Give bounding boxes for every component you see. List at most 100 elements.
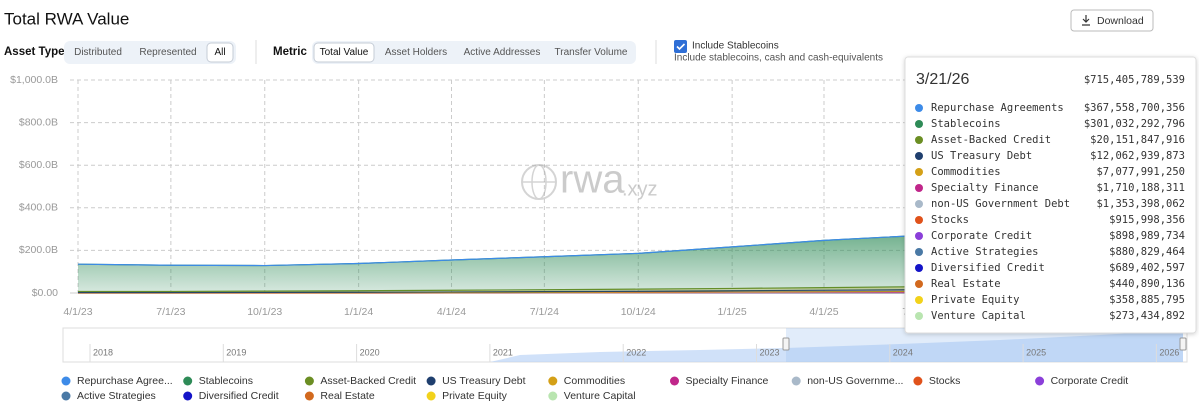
download-button[interactable] [1070, 9, 1154, 32]
tooltip-name: Stablecoins [931, 118, 1001, 130]
legend-swatch[interactable] [304, 391, 314, 401]
legend-swatch[interactable] [548, 376, 558, 386]
tooltip-value: $1,353,398,062 [1096, 198, 1185, 210]
legend-label[interactable]: Venture Capital [564, 390, 636, 402]
tooltip-swatch [915, 136, 923, 144]
legend-swatch[interactable] [791, 376, 801, 386]
tab[interactable]: Active Addresses [464, 47, 541, 58]
legend-label[interactable]: Asset-Backed Credit [320, 375, 416, 387]
legend-swatch[interactable] [913, 376, 923, 386]
legend-label[interactable]: Active Strategies [77, 390, 156, 402]
page-title: Total RWA Value [4, 9, 129, 28]
tooltip: 3/21/26 $715,405,789,539 Repurchase Agre… [904, 56, 1197, 334]
x-tick-label: 10/1/24 [621, 306, 656, 318]
x-tick-label: 1/1/25 [718, 306, 747, 318]
tooltip-value: $915,998,356 [1109, 214, 1185, 226]
legend-label[interactable]: Stocks [929, 375, 961, 387]
tooltip-box [904, 56, 1197, 334]
tooltip-value: $301,032,292,796 [1084, 118, 1185, 130]
tab[interactable]: Total Value [320, 47, 369, 58]
x-tick-label: 4/1/24 [437, 306, 466, 318]
tooltip-value: $20,151,847,916 [1090, 134, 1185, 146]
legend-swatch[interactable] [183, 376, 193, 386]
navigator-handle[interactable] [782, 337, 790, 351]
legend-swatch[interactable] [670, 376, 679, 386]
legend-swatch[interactable] [426, 391, 436, 401]
tooltip-name: Diversified Credit [931, 262, 1045, 274]
navigator-year: 2018 [93, 347, 113, 357]
x-tick-label: 7/1/23 [156, 306, 185, 318]
stablecoins-description: Include stablecoins, cash and cash-equiv… [674, 53, 883, 64]
navigator-selection[interactable] [786, 328, 1183, 362]
legend-label[interactable]: Commodities [564, 375, 625, 387]
tooltip-swatch [915, 280, 923, 288]
navigator-handle[interactable] [1179, 337, 1187, 351]
stablecoins-checkbox[interactable] [674, 40, 687, 53]
metric-tabs [312, 41, 636, 64]
tab-selected[interactable] [206, 42, 234, 63]
tooltip-swatch [915, 120, 923, 128]
watermark: rwa .xyz [521, 158, 658, 202]
tab[interactable]: Transfer Volume [555, 47, 628, 58]
tab[interactable]: Represented [139, 47, 196, 58]
navigator-area [490, 330, 1183, 362]
legend-label[interactable]: Private Equity [442, 390, 508, 402]
legend-label[interactable]: Repurchase Agree... [77, 375, 173, 387]
navigator-year: 2021 [493, 347, 513, 357]
metric-label: Metric [273, 46, 307, 58]
tab[interactable]: All [214, 47, 225, 58]
legend-label[interactable]: non-US Governme... [807, 375, 903, 387]
legend-label[interactable]: Real Estate [320, 390, 374, 402]
y-tick-label: $400.0B [19, 202, 58, 214]
legend-label[interactable]: Corporate Credit [1051, 375, 1129, 387]
legend-swatch[interactable] [426, 376, 436, 386]
tooltip-swatch [915, 296, 923, 304]
asset-type-label: Asset Type [4, 46, 65, 58]
x-tick-label: 10/1/23 [247, 306, 282, 318]
tab-selected[interactable] [313, 42, 375, 63]
x-tick-label: 7/1/24 [530, 306, 559, 318]
navigator-year: 2019 [226, 347, 246, 357]
legend-swatch[interactable] [304, 376, 314, 386]
tooltip-swatch [915, 264, 923, 272]
tooltip-name: Repurchase Agreements [931, 102, 1064, 114]
legend-swatch[interactable] [61, 376, 71, 386]
legend-label[interactable]: US Treasury Debt [442, 375, 526, 387]
y-tick-label: $800.0B [19, 116, 58, 128]
download-icon [1082, 15, 1090, 26]
legend-swatch[interactable] [61, 391, 71, 401]
stablecoins-label[interactable]: Include Stablecoins [692, 41, 779, 52]
x-tick-label: 4/1/23 [63, 306, 92, 318]
tab[interactable]: Asset Holders [385, 47, 447, 58]
checkmark [676, 43, 686, 51]
tooltip-swatch [915, 232, 923, 240]
navigator-year: 2025 [1026, 347, 1046, 357]
tooltip-value: $1,710,188,311 [1096, 182, 1185, 194]
tooltip-name: Private Equity [931, 294, 1020, 306]
tooltip-value: $273,434,892 [1109, 310, 1185, 322]
navigator: 2018 2019 2020 2021 2022 2023 2024 2025 2026 [62, 327, 1188, 363]
legend-label[interactable]: Specialty Finance [686, 375, 769, 387]
tooltip-name: Corporate Credit [931, 230, 1032, 242]
legend-label[interactable]: Stablecoins [199, 375, 253, 387]
download-label[interactable]: Download [1097, 15, 1144, 27]
tooltip-name: Venture Capital [931, 310, 1026, 322]
tooltip-value: $367,558,700,356 [1084, 102, 1185, 114]
watermark-suffix: .xyz [622, 178, 658, 200]
legend-swatch[interactable] [183, 391, 193, 401]
navigator-year: 2022 [626, 347, 646, 357]
x-tick-label: 4/1/25 [809, 306, 838, 318]
tooltip-name: Asset-Backed Credit [931, 134, 1051, 146]
tooltip-name: Stocks [931, 214, 969, 226]
tooltip-swatch [915, 312, 923, 320]
tooltip-value: $7,077,991,250 [1096, 166, 1185, 178]
tooltip-name: US Treasury Debt [931, 150, 1032, 162]
legend-swatch[interactable] [548, 391, 558, 401]
tab[interactable]: Distributed [74, 47, 122, 58]
legend-label[interactable]: Diversified Credit [199, 390, 279, 402]
tooltip-value: $440,890,136 [1109, 278, 1185, 290]
tooltip-value: $12,062,939,873 [1090, 150, 1185, 162]
legend-swatch[interactable] [1035, 376, 1045, 386]
